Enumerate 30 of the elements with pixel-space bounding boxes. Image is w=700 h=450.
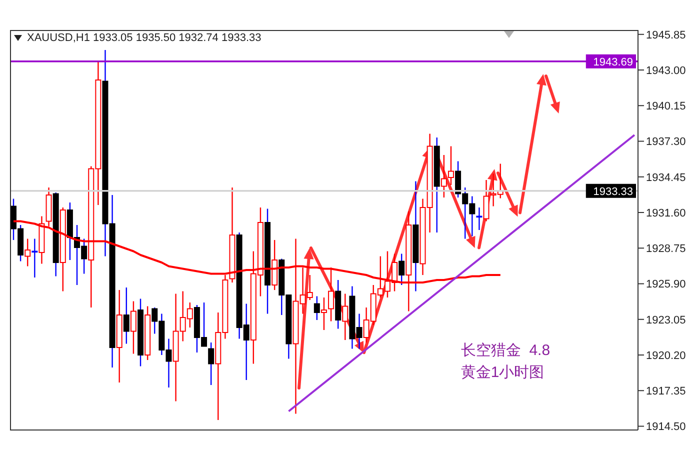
candlestick xyxy=(320,296,327,331)
candlestick xyxy=(476,206,482,231)
ref-line-label: 1943.69 xyxy=(593,56,633,68)
candlestick xyxy=(483,179,490,222)
candlestick xyxy=(448,146,454,186)
y-tick-label: 1917.35 xyxy=(646,386,686,398)
ref-line-label: 1933.33 xyxy=(593,186,633,198)
annotation: 黄金1小时图 xyxy=(460,363,544,382)
candlestick xyxy=(24,238,31,267)
y-tick-label: 1937.30 xyxy=(646,136,686,148)
candlestick xyxy=(440,154,447,198)
chart-title: XAUUSD,H1 1933.05 1935.50 1932.74 1933.33 xyxy=(27,32,262,44)
y-tick-label: 1914.50 xyxy=(646,421,686,434)
candlestick xyxy=(208,342,214,386)
annotation: 长空猎金 4.8 xyxy=(460,341,550,360)
y-tick-label: 1928.75 xyxy=(646,243,686,256)
candlestick xyxy=(130,300,136,354)
candlestick xyxy=(314,296,320,321)
y-tick-label: 1923.05 xyxy=(646,314,686,326)
y-tick-label: 1934.45 xyxy=(646,172,686,184)
candlestick xyxy=(123,286,130,344)
y-tick-label: 1931.60 xyxy=(646,207,686,220)
y-tick-label: 1920.20 xyxy=(646,350,686,362)
y-tick-label: 1925.90 xyxy=(646,278,686,291)
y-tick-label: 1945.85 xyxy=(646,29,686,42)
candlestick xyxy=(342,293,348,341)
candlestick xyxy=(398,253,405,286)
y-tick-label: 1940.15 xyxy=(646,100,686,113)
candlestick xyxy=(32,238,38,278)
y-tick-label: 1943.00 xyxy=(646,64,686,77)
